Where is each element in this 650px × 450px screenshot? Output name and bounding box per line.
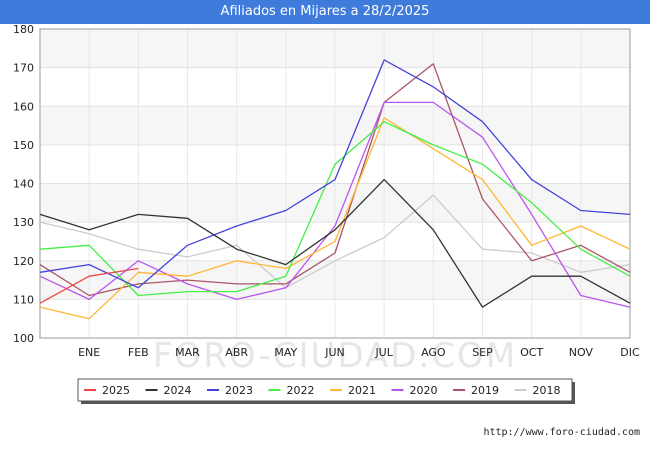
x-tick-label: OCT — [520, 346, 543, 359]
x-tick-label: JUN — [324, 346, 345, 359]
legend-label-2020: 2020 — [410, 384, 438, 397]
series-line-2022 — [39, 121, 631, 297]
series-line-2024 — [39, 178, 631, 308]
y-tick-label: 150 — [13, 139, 34, 152]
series-line-2025 — [39, 267, 139, 304]
y-tick-label: 130 — [13, 216, 34, 229]
series-line-2018 — [39, 194, 631, 289]
x-tick-label: JUL — [374, 346, 393, 359]
series-line-2021 — [39, 117, 631, 320]
x-tick-label: ABR — [225, 346, 248, 359]
x-tick-label: MAY — [274, 346, 297, 359]
chart-title: Afiliados en Mijares a 28/2/2025 — [0, 0, 650, 24]
series-line-2023 — [39, 59, 631, 289]
y-axis-ticks: 100 110 120 130 140 150 160 170 180 — [13, 23, 34, 345]
legend-label-2019: 2019 — [471, 384, 499, 397]
y-tick-label: 160 — [13, 100, 34, 113]
legend-label-2024: 2024 — [164, 384, 192, 397]
legend-label-2023: 2023 — [225, 384, 253, 397]
x-tick-label: ENE — [78, 346, 100, 359]
y-tick-label: 100 — [13, 332, 34, 345]
legend: 2025 2024 2023 2022 2021 2020 2019 2018 — [77, 378, 575, 404]
y-tick-label: 110 — [13, 293, 34, 306]
x-tick-label: SEP — [472, 346, 493, 359]
x-tick-label: MAR — [175, 346, 200, 359]
x-axis-ticks: ENE FEB MAR ABR MAY JUN JUL AGO SEP OCT NOV DIC — [78, 346, 640, 359]
x-tick-label: AGO — [421, 346, 446, 359]
series-line-2020 — [39, 101, 631, 308]
watermark: FORO-CIUDAD.COM — [153, 336, 517, 376]
legend-label-2025: 2025 — [102, 384, 130, 397]
x-tick-label: FEB — [128, 346, 149, 359]
source-url: http://www.foro-ciudad.com — [483, 427, 640, 438]
plot-frame — [39, 28, 631, 339]
series-lines — [39, 59, 631, 320]
y-tick-label: 120 — [13, 255, 34, 268]
legend-box — [77, 378, 573, 402]
legend-label-2018: 2018 — [533, 384, 561, 397]
x-tick-label: NOV — [569, 346, 594, 359]
y-tick-label: 140 — [13, 178, 34, 191]
legend-label-2021: 2021 — [348, 384, 376, 397]
y-tick-label: 170 — [13, 62, 34, 75]
legend-label-2022: 2022 — [287, 384, 315, 397]
y-tick-label: 180 — [13, 23, 34, 36]
series-line-2019 — [39, 63, 631, 297]
x-tick-label: DIC — [620, 346, 640, 359]
